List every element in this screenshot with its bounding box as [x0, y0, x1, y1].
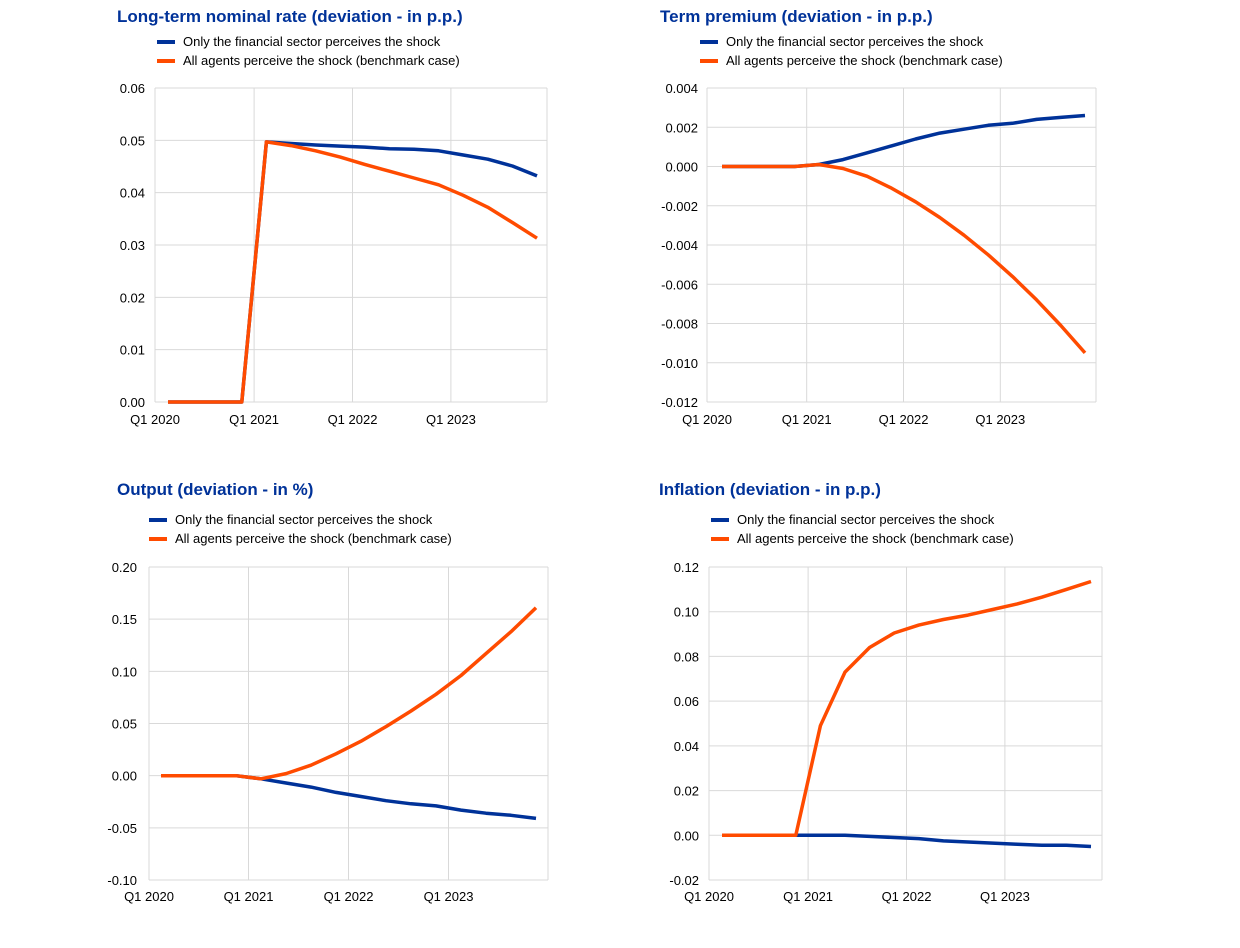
y-tick-label: 0.00	[112, 769, 137, 784]
legend-label: All agents perceive the shock (benchmark…	[183, 53, 460, 68]
legend-label: All agents perceive the shock (benchmark…	[726, 53, 1003, 68]
legend-swatch-blue	[711, 517, 729, 522]
y-tick-label: 0.12	[674, 560, 699, 575]
x-tick-label: Q1 2021	[229, 412, 279, 427]
legend-item-orange: All agents perceive the shock (benchmark…	[157, 51, 460, 70]
series-line-all-agents	[168, 140, 538, 404]
legend-item-blue: Only the financial sector perceives the …	[711, 510, 1014, 529]
y-tick-label: 0.00	[674, 828, 699, 843]
legend-swatch-blue	[157, 39, 175, 44]
legend-label: Only the financial sector perceives the …	[175, 512, 433, 527]
x-tick-label: Q1 2020	[130, 412, 180, 427]
legend-label: All agents perceive the shock (benchmark…	[737, 531, 1014, 546]
legend-swatch-blue	[700, 39, 718, 44]
y-tick-label: 0.10	[112, 664, 137, 679]
chart-plot-area: 0.004 0.002 0.000 -0.002 -0.004 -0.006 -0.008 -…	[661, 81, 1097, 427]
legend-item-blue: Only the financial sector perceives the …	[149, 510, 452, 529]
legend-swatch-orange	[149, 536, 167, 541]
x-tick-label: Q1 2022	[879, 412, 929, 427]
x-tick-label: Q1 2020	[684, 889, 734, 904]
legend-swatch-orange	[711, 536, 729, 541]
y-tick-label: 0.03	[120, 238, 145, 253]
x-tick-label: Q1 2023	[980, 889, 1030, 904]
y-tick-label: -0.10	[107, 873, 137, 888]
x-tick-label: Q1 2021	[224, 889, 274, 904]
y-tick-label: 0.05	[112, 717, 137, 732]
legend-swatch-orange	[157, 58, 175, 63]
legend-item-blue: Only the financial sector perceives the …	[157, 32, 460, 51]
x-tick-label: Q1 2023	[975, 412, 1025, 427]
y-tick-label: -0.008	[661, 317, 698, 332]
chart-legend: Only the financial sector perceives the …	[157, 32, 460, 70]
y-tick-label: 0.15	[112, 612, 137, 627]
y-tick-label: 0.01	[120, 343, 145, 358]
chart-title: Output (deviation - in %)	[117, 480, 314, 499]
y-tick-label: 0.000	[665, 160, 698, 175]
legend-item-blue: Only the financial sector perceives the …	[700, 32, 1003, 51]
legend-item-orange: All agents perceive the shock (benchmark…	[711, 529, 1014, 548]
chart-legend: Only the financial sector perceives the …	[149, 510, 452, 548]
legend-label: Only the financial sector perceives the …	[183, 34, 441, 49]
series-line-all-agents	[722, 162, 1087, 355]
y-tick-label: 0.004	[665, 81, 698, 96]
y-tick-label: 0.20	[112, 560, 137, 575]
y-tick-label: -0.012	[661, 395, 698, 410]
y-tick-label: 0.02	[674, 784, 699, 799]
y-tick-label: -0.002	[661, 199, 698, 214]
chart-panel-output: Output (deviation - in %) Only the finan…	[0, 474, 620, 948]
x-tick-label: Q1 2023	[426, 412, 476, 427]
x-tick-label: Q1 2021	[783, 889, 833, 904]
chart-panel-inflation: Inflation (deviation - in p.p.) Only the…	[620, 474, 1240, 948]
y-tick-label: -0.02	[669, 873, 699, 888]
legend-swatch-orange	[700, 58, 718, 63]
legend-label: Only the financial sector perceives the …	[726, 34, 984, 49]
y-tick-label: -0.010	[661, 356, 698, 371]
y-tick-label: 0.002	[665, 120, 698, 135]
legend-swatch-blue	[149, 517, 167, 522]
chart-plot-area: 0.06 0.05 0.04 0.03 0.02 0.01 0.00 Q1 2020 Q1 20…	[120, 81, 548, 427]
x-tick-label: Q1 2023	[424, 889, 474, 904]
x-tick-label: Q1 2022	[324, 889, 374, 904]
y-tick-label: 0.08	[674, 649, 699, 664]
chart-group: 0.004 0.002 0.000 -0.002 -0.004 -0.006 -0.008 -…	[661, 81, 1097, 427]
chart-title: Long-term nominal rate (deviation - in p…	[117, 7, 463, 26]
x-tick-label: Q1 2022	[328, 412, 378, 427]
y-tick-label: -0.05	[107, 821, 137, 836]
chart-legend: Only the financial sector perceives the …	[711, 510, 1014, 548]
y-tick-label: -0.004	[661, 238, 698, 253]
x-tick-label: Q1 2022	[882, 889, 932, 904]
y-tick-label: 0.06	[674, 694, 699, 709]
y-tick-label: 0.06	[120, 81, 145, 96]
legend-label: Only the financial sector perceives the …	[737, 512, 995, 527]
chart-title: Term premium (deviation - in p.p.)	[660, 7, 933, 26]
chart-legend: Only the financial sector perceives the …	[700, 32, 1003, 70]
y-tick-label: 0.04	[674, 739, 699, 754]
legend-item-orange: All agents perceive the shock (benchmark…	[149, 529, 452, 548]
x-tick-label: Q1 2021	[782, 412, 832, 427]
x-tick-label: Q1 2020	[124, 889, 174, 904]
series-line-all-agents	[161, 606, 538, 781]
chart-group: 0.06 0.05 0.04 0.03 0.02 0.01 0.00 Q1 2020 Q1 20…	[120, 81, 548, 427]
series-line-all-agents	[722, 579, 1092, 838]
y-tick-label: 0.10	[674, 605, 699, 620]
y-tick-label: -0.006	[661, 277, 698, 292]
chart-panel-long-term-rate: Long-term nominal rate (deviation - in p…	[0, 0, 620, 474]
y-tick-label: 0.05	[120, 133, 145, 148]
legend-item-orange: All agents perceive the shock (benchmark…	[700, 51, 1003, 70]
x-tick-label: Q1 2020	[682, 412, 732, 427]
y-tick-label: 0.04	[120, 186, 145, 201]
y-tick-label: 0.00	[120, 395, 145, 410]
chart-panel-term-premium: Term premium (deviation - in p.p.) Only …	[620, 0, 1240, 474]
chart-title: Inflation (deviation - in p.p.)	[659, 480, 881, 499]
legend-label: All agents perceive the shock (benchmark…	[175, 531, 452, 546]
y-tick-label: 0.02	[120, 290, 145, 305]
